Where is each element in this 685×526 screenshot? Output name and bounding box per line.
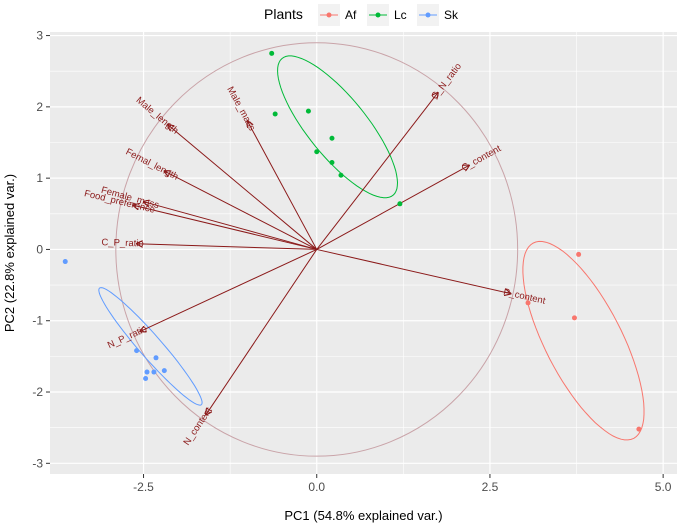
x-tick-label: -2.5 xyxy=(133,480,154,494)
legend-label: Sk xyxy=(444,8,459,22)
legend-label: Lc xyxy=(394,8,407,22)
plot-panel xyxy=(50,32,677,474)
point-lc xyxy=(305,108,311,114)
point-sk xyxy=(144,369,150,375)
point-af xyxy=(576,251,582,257)
loading-arrow-male-length xyxy=(168,125,318,250)
legend-key-point xyxy=(326,12,332,18)
ellipse-sk xyxy=(98,287,203,406)
x-axis-title: PC1 (54.8% explained var.) xyxy=(284,508,442,523)
y-tick-label: -3 xyxy=(32,456,43,470)
loading-arrow-femal-length xyxy=(164,171,317,250)
point-af xyxy=(636,426,642,432)
y-tick-label: -1 xyxy=(32,314,43,328)
y-axis-ticks: -3 -2 -1 0 1 2 3 xyxy=(32,29,50,470)
loading-arrow-male-mass xyxy=(247,121,318,250)
point-sk xyxy=(134,348,140,354)
legend-item-sk: Sk xyxy=(417,4,459,26)
point-lc xyxy=(329,135,335,141)
loading-arrow-c-n-ratio xyxy=(316,93,438,250)
point-lc xyxy=(314,149,320,155)
ellipse-af xyxy=(522,240,645,441)
point-sk xyxy=(143,375,149,381)
x-tick-label: 0.0 xyxy=(308,480,325,494)
y-tick-label: 3 xyxy=(36,29,43,43)
point-lc xyxy=(329,159,335,165)
point-lc xyxy=(269,50,275,56)
legend-label: Af xyxy=(345,8,357,22)
legend-item-lc: Lc xyxy=(367,4,407,26)
y-tick-label: -2 xyxy=(32,385,43,399)
loading-arrow-n-p-ratio xyxy=(140,248,317,331)
loading-arrow-c-content xyxy=(316,165,469,250)
y-axis-title: PC2 (22.8% explained var.) xyxy=(2,174,17,332)
legend-key-point xyxy=(425,12,431,18)
point-af xyxy=(571,315,577,321)
x-axis-ticks: -2.5 0.0 2.5 5.0 xyxy=(133,474,672,494)
legend-item-af: Af xyxy=(318,4,357,26)
loading-arrow-p-content xyxy=(316,248,511,293)
y-tick-label: 0 xyxy=(36,242,43,256)
correlation-circle xyxy=(115,42,519,457)
point-lc xyxy=(397,201,403,207)
point-sk xyxy=(161,368,167,374)
ellipse-lc xyxy=(277,55,399,199)
point-lc xyxy=(338,172,344,178)
y-tick-label: 1 xyxy=(36,171,43,185)
point-sk xyxy=(62,259,68,265)
legend: Plants Af Lc Sk xyxy=(264,4,459,26)
loading-arrow-n-content xyxy=(206,249,318,414)
legend-title: Plants xyxy=(264,6,303,22)
point-sk xyxy=(153,355,159,361)
point-lc xyxy=(272,111,278,117)
loading-arrow-food-preference xyxy=(133,205,317,250)
loading-label-c-p-ratio: C_P_ratio xyxy=(101,237,144,249)
y-tick-label: 2 xyxy=(36,100,43,114)
legend-key-point xyxy=(375,12,381,18)
x-tick-label: 2.5 xyxy=(482,480,499,494)
loading-arrow-c-p-ratio xyxy=(137,244,317,250)
x-tick-label: 5.0 xyxy=(655,480,672,494)
point-af xyxy=(525,300,531,306)
grid xyxy=(50,32,677,474)
loading-arrow-female-mass xyxy=(144,202,317,250)
point-sk xyxy=(151,369,157,375)
